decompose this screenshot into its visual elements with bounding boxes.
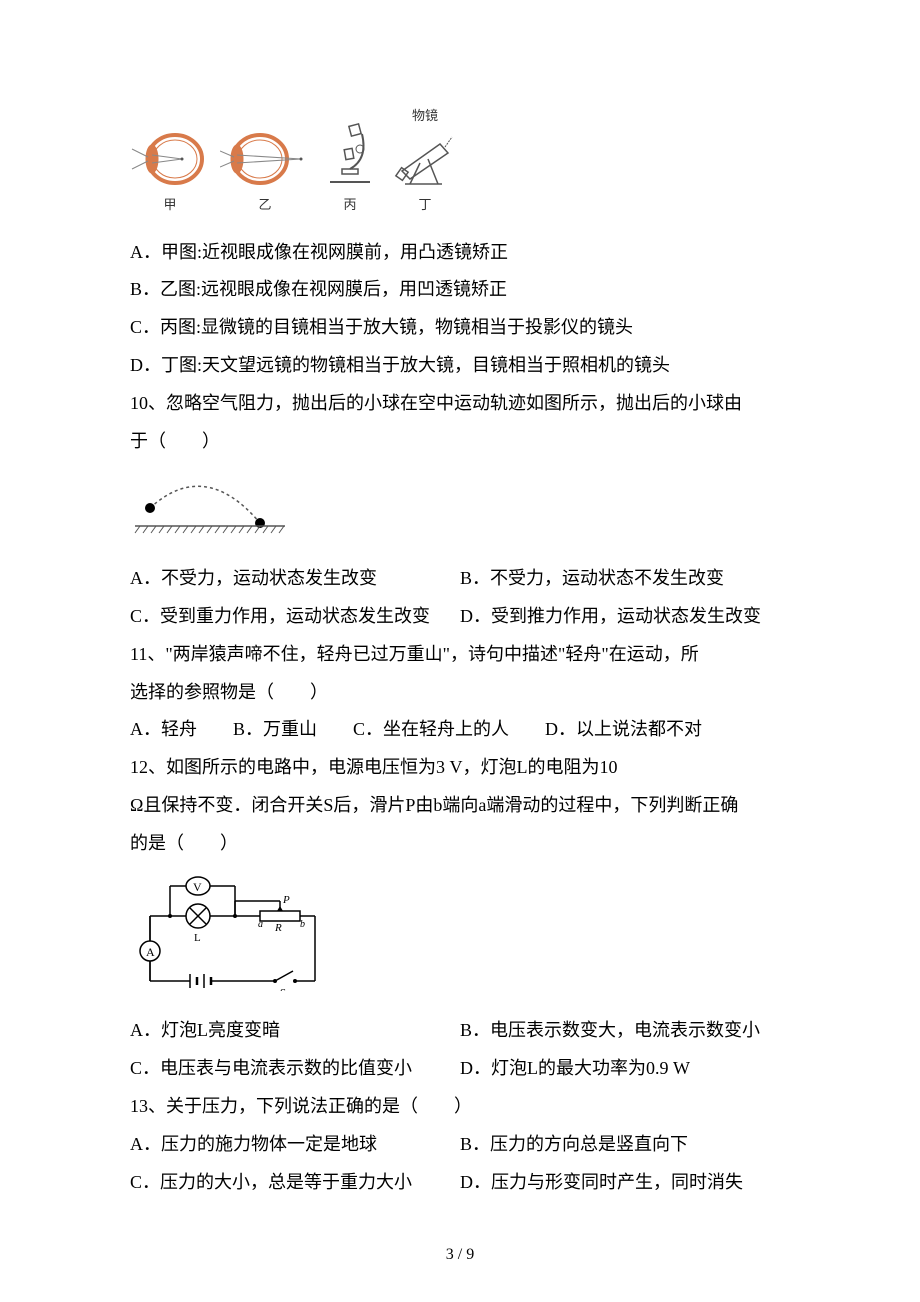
q10-optC: C．受到重力作用，运动状态发生改变 [130,598,460,636]
eye-yi-icon [220,129,310,189]
q13-optD: D．压力与形变同时产生，同时消失 [460,1164,790,1202]
q9-ding-toplabel: 物镜 [390,102,460,129]
q12-optB: B．电压表示数变大，电流表示数变小 [460,1012,790,1050]
q11-stem1: 11、"两岸猿声啼不住，轻舟已过万重山"，诗句中描述"轻舟"在运动，所 [130,636,790,674]
q13-optC: C．压力的大小，总是等于重力大小 [130,1164,460,1202]
microscope-icon [320,119,380,189]
circuit-icon: S a R b P L A V [130,871,330,991]
q9-figure-ding: 物镜 丁 [390,100,460,219]
q10-optB: B．不受力，运动状态不发生改变 [460,560,790,598]
r-a-label: a [258,919,263,930]
q9-figure-bing: 丙 [320,119,380,218]
eye-jia-icon [130,129,210,189]
q12-optC: C．电压表与电流表示数的比值变小 [130,1050,460,1088]
q9-ding-label: 丁 [390,191,460,218]
q10-options-row1: A．不受力，运动状态发生改变 B．不受力，运动状态不发生改变 [130,560,790,598]
q12-stem1: 12、如图所示的电路中，电源电压恒为3 V，灯泡L的电阻为10 [130,749,790,787]
q9-optC: C．丙图:显微镜的目镜相当于放大镜，物镜相当于投影仪的镜头 [130,309,790,347]
q10-figure [130,468,790,552]
q13-optB: B．压力的方向总是竖直向下 [460,1126,790,1164]
q12-optD: D．灯泡L的最大功率为0.9 W [460,1050,790,1088]
q13-options-row2: C．压力的大小，总是等于重力大小 D．压力与形变同时产生，同时消失 [130,1164,790,1202]
q12-figure: S a R b P L A V [130,871,790,1005]
telescope-icon [390,129,460,189]
q9-jia-label: 甲 [130,191,210,218]
q12-stem3: 的是（ ） [130,825,790,863]
q12-optA: A．灯泡L亮度变暗 [130,1012,460,1050]
q12-stem2: Ω且保持不变．闭合开关S后，滑片P由b端向a端滑动的过程中，下列判断正确 [130,787,790,825]
q13-stem: 13、关于压力，下列说法正确的是（ ） [130,1088,790,1126]
q9-yi-label: 乙 [220,191,310,218]
q9-optD: D．丁图:天文望远镜的物镜相当于放大镜，目镜相当于照相机的镜头 [130,347,790,385]
q10-options-row2: C．受到重力作用，运动状态发生改变 D．受到推力作用，运动状态发生改变 [130,598,790,636]
page-footer: 3 / 9 [0,1238,920,1272]
p-label: P [282,894,290,906]
r-label: R [274,922,282,934]
r-b-label: b [300,919,305,930]
a-label: A [146,945,155,959]
q9-figure-jia: 甲 [130,129,210,218]
q9-optA: A．甲图:近视眼成像在视网膜前，用凸透镜矫正 [130,234,790,272]
q10-optD: D．受到推力作用，运动状态发生改变 [460,598,790,636]
q11-stem2: 选择的参照物是（ ） [130,674,790,712]
q11-opts: A．轻舟 B．万重山 C．坐在轻舟上的人 D．以上说法都不对 [130,711,790,749]
trajectory-icon [130,468,290,538]
q10-optA: A．不受力，运动状态发生改变 [130,560,460,598]
q9-figure-yi: 乙 [220,129,310,218]
q13-optA: A．压力的施力物体一定是地球 [130,1126,460,1164]
q10-stem2: 于（ ） [130,423,790,461]
v-label: V [193,880,202,894]
q9-optB: B．乙图:远视眼成像在视网膜后，用凹透镜矫正 [130,271,790,309]
q10-stem1: 10、忽略空气阻力，抛出后的小球在空中运动轨迹如图所示，抛出后的小球由 [130,385,790,423]
q12-options-row2: C．电压表与电流表示数的比值变小 D．灯泡L的最大功率为0.9 W [130,1050,790,1088]
switch-label: S [280,987,286,991]
q13-options-row1: A．压力的施力物体一定是地球 B．压力的方向总是竖直向下 [130,1126,790,1164]
q9-figures: 甲 乙 丙 物镜 [130,100,790,219]
q9-bing-label: 丙 [320,191,380,218]
l-label: L [194,932,201,944]
q12-options-row1: A．灯泡L亮度变暗 B．电压表示数变大，电流表示数变小 [130,1012,790,1050]
